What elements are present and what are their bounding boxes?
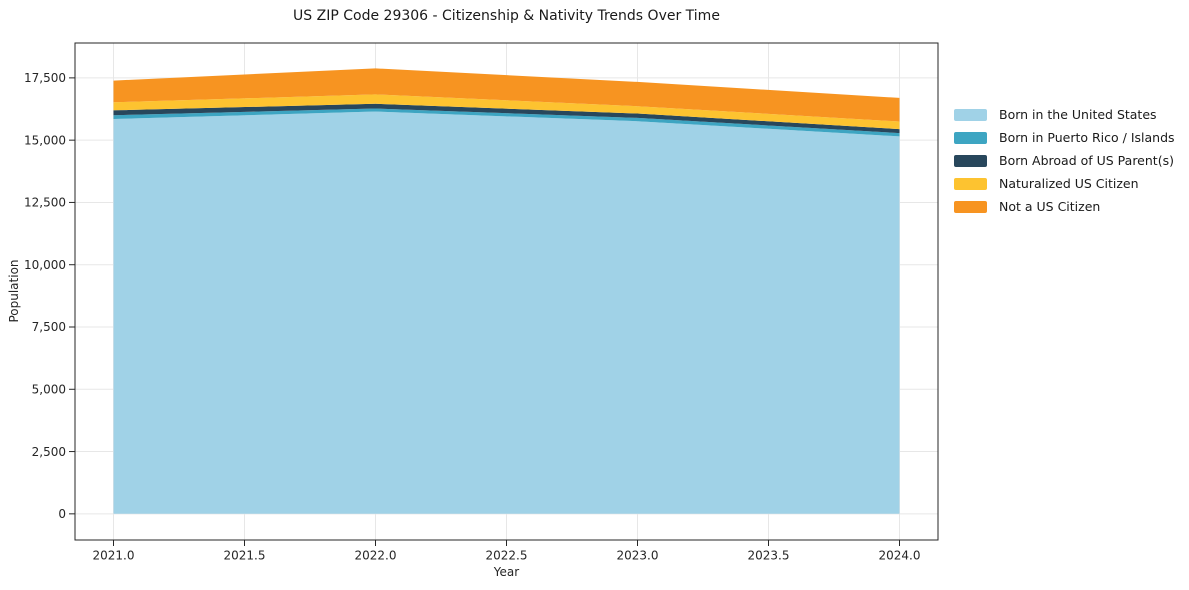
y-tick-label: 2,500 <box>32 445 66 459</box>
x-tick-label: 2023.5 <box>747 548 789 562</box>
legend-swatch <box>954 131 987 144</box>
legend-label: Born in Puerto Rico / Islands <box>999 130 1175 145</box>
legend: Born in the United States Born in Puerto … <box>954 103 1175 218</box>
legend-swatch <box>954 154 987 167</box>
area-series <box>113 94 900 130</box>
legend-label: Born in the United States <box>999 107 1157 122</box>
y-tick-label: 12,500 <box>24 196 66 210</box>
area-series <box>113 111 900 514</box>
area-series <box>113 108 900 137</box>
x-tick-label: 2021.5 <box>224 548 266 562</box>
legend-label: Naturalized US Citizen <box>999 176 1139 191</box>
chart-title: US ZIP Code 29306 - Citizenship & Nativi… <box>293 8 720 24</box>
legend-swatch <box>954 200 987 213</box>
y-tick-label: 17,500 <box>24 71 66 85</box>
y-tick-label: 5,000 <box>32 382 66 396</box>
x-tick-label: 2022.0 <box>355 548 397 562</box>
legend-swatch <box>954 108 987 121</box>
x-tick-label: 2024.0 <box>878 548 920 562</box>
legend-label: Not a US Citizen <box>999 199 1101 214</box>
legend-item: Born in the United States <box>954 103 1175 126</box>
area-series <box>113 68 900 122</box>
y-axis-label: Population <box>7 259 21 323</box>
y-tick-label: 15,000 <box>24 133 66 147</box>
legend-label: Born Abroad of US Parent(s) <box>999 153 1174 168</box>
x-tick-label: 2023.0 <box>616 548 658 562</box>
x-tick-label: 2022.5 <box>486 548 528 562</box>
legend-item: Naturalized US Citizen <box>954 172 1175 195</box>
legend-item: Born in Puerto Rico / Islands <box>954 126 1175 149</box>
x-axis-label: Year <box>493 565 520 579</box>
y-tick-label: 10,000 <box>24 258 66 272</box>
legend-swatch <box>954 177 987 190</box>
y-tick-label: 0 <box>58 507 66 521</box>
area-series <box>113 103 900 134</box>
legend-item: Not a US Citizen <box>954 195 1175 218</box>
y-tick-label: 7,500 <box>32 320 66 334</box>
legend-item: Born Abroad of US Parent(s) <box>954 149 1175 172</box>
x-tick-label: 2021.0 <box>93 548 135 562</box>
